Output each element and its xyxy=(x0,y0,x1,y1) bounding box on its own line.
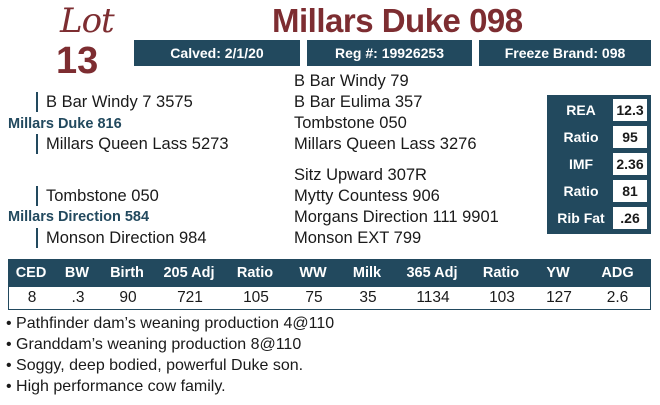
carcass-label: Ratio xyxy=(563,129,599,145)
carcass-label: REA xyxy=(566,102,596,118)
value-cell: 8 xyxy=(27,289,37,306)
value-cell: 105 xyxy=(243,289,269,306)
value-cell: 1134 xyxy=(416,289,450,306)
carcass-value: 95 xyxy=(613,126,647,148)
carcass-value: 2.36 xyxy=(613,153,647,175)
carcass-row-ratio-2: Ratio 81 xyxy=(549,178,649,204)
carcass-label: IMF xyxy=(568,156,594,172)
pedigree-dam-dam: Monson Direction 984 xyxy=(36,228,207,248)
carcass-label: Ratio xyxy=(563,183,599,199)
pedigree-dam-sire: Tombstone 050 xyxy=(36,186,159,206)
note-item: • Soggy, deep bodied, powerful Duke son. xyxy=(6,357,304,374)
header-cell: 205 Adj xyxy=(163,264,215,281)
value-cell: 721 xyxy=(177,289,203,306)
header-cell: CED xyxy=(15,264,47,281)
carcass-table: REA 12.3 Ratio 95 IMF 2.36 Ratio 81 Rib … xyxy=(547,95,651,234)
header-cell: WW xyxy=(299,264,327,281)
pedigree-sire-dam: Millars Queen Lass 5273 xyxy=(36,134,229,154)
note-item: • High performance cow family. xyxy=(6,378,226,395)
value-cell: 75 xyxy=(305,289,323,306)
carcass-label: Rib Fat xyxy=(557,210,605,226)
pedigree-dam-dam-dam: Monson EXT 799 xyxy=(294,229,422,247)
lot-label: Lot xyxy=(60,1,115,41)
header-cell: BW xyxy=(64,264,90,281)
pedigree-dam-dam-sire: Morgans Direction 111 9901 xyxy=(294,208,499,226)
pedigree-dam-sire-sire: Sitz Upward 307R xyxy=(294,166,427,184)
pedigree-dam: Millars Direction 584 xyxy=(8,209,150,225)
carcass-row-rib-fat: Rib Fat .26 xyxy=(549,205,649,231)
pedigree-sire: Millars Duke 816 xyxy=(8,116,122,132)
header-cell: Birth xyxy=(110,264,144,281)
performance-header-row: CED BW Birth 205 Adj Ratio WW Milk 365 A… xyxy=(8,259,651,286)
header-cell: Ratio xyxy=(482,264,520,281)
freeze-brand-badge: Freeze Brand: 098 xyxy=(479,40,651,66)
carcass-row-ratio: Ratio 95 xyxy=(549,124,649,150)
lot-number: 13 xyxy=(56,40,99,82)
notes-list: • Pathfinder dam’s weaning production 4@… xyxy=(6,313,334,397)
value-cell: .3 xyxy=(71,289,85,306)
pedigree-sire-dam-dam: Millars Queen Lass 3276 xyxy=(294,135,477,153)
note-item: • Granddam’s weaning production 8@110 xyxy=(6,336,302,353)
header-cell: 365 Adj xyxy=(406,264,458,281)
value-cell: 127 xyxy=(546,289,572,306)
carcass-row-rea: REA 12.3 xyxy=(549,97,649,123)
header-cell: ADG xyxy=(601,264,634,281)
pedigree-sire-sire-sire: B Bar Windy 79 xyxy=(294,72,409,90)
value-cell: 90 xyxy=(119,289,137,306)
carcass-value: 81 xyxy=(613,180,647,202)
note-item: • Pathfinder dam’s weaning production 4@… xyxy=(6,315,335,332)
registration-number-badge: Reg #: 19926253 xyxy=(307,40,472,66)
animal-name-title: Millars Duke 098 xyxy=(272,2,523,39)
pedigree-sire-dam-sire: Tombstone 050 xyxy=(294,114,407,132)
carcass-value: 12.3 xyxy=(613,99,647,121)
calved-date-badge: Calved: 2/1/20 xyxy=(134,40,300,66)
value-cell: 2.6 xyxy=(606,289,629,306)
value-cell: 103 xyxy=(489,289,515,306)
value-cell: 35 xyxy=(359,289,377,306)
header-cell: YW xyxy=(546,264,570,281)
header-cell: Milk xyxy=(352,264,382,281)
header-cell: Ratio xyxy=(236,264,274,281)
carcass-row-imf: IMF 2.36 xyxy=(549,151,649,177)
pedigree-sire-sire-dam: B Bar Eulima 357 xyxy=(294,93,423,111)
pedigree-sire-sire: B Bar Windy 7 3575 xyxy=(36,92,193,112)
pedigree-dam-sire-dam: Mytty Countess 906 xyxy=(294,187,440,205)
performance-value-row: 8 .3 90 721 105 75 35 1134 103 127 2.6 xyxy=(8,286,651,310)
carcass-value: .26 xyxy=(613,207,647,229)
